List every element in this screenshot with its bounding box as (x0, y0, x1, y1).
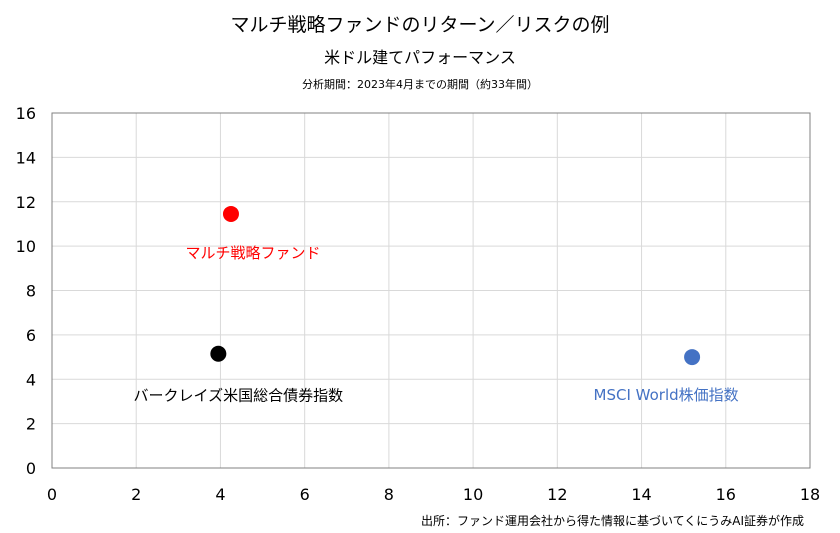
x-tick-label: 10 (463, 485, 483, 504)
x-tick-label: 18 (800, 485, 820, 504)
y-tick-label: 6 (26, 326, 36, 345)
point-label: MSCI World株価指数 (594, 386, 739, 404)
y-tick-label: 8 (26, 282, 36, 301)
grid-layer (51, 112, 811, 469)
analysis-period-note: 分析期間：2023年4月までの期間（約33年間） (302, 78, 538, 91)
x-tick-label: 8 (384, 485, 394, 504)
x-tick-label: 14 (631, 485, 651, 504)
data-points (210, 205, 701, 366)
x-tick-label: 2 (131, 485, 141, 504)
x-axis-ticks: 0 2 4 6 8 10 12 14 16 18 (47, 485, 820, 504)
x-tick-label: 16 (716, 485, 736, 504)
plot-area-frame (51, 112, 811, 469)
y-tick-label: 0 (26, 459, 36, 478)
data-point (210, 345, 227, 362)
x-tick-label: 4 (215, 485, 225, 504)
data-point (684, 349, 701, 366)
chart-title: マルチ戦略ファンドのリターン／リスクの例 (230, 14, 610, 36)
x-tick-label: 6 (300, 485, 310, 504)
y-tick-label: 2 (26, 415, 36, 434)
point-label: マルチ戦略ファンド (185, 244, 320, 262)
y-tick-label: 16 (16, 104, 36, 123)
data-point (222, 205, 239, 222)
y-axis-ticks: 0 2 4 6 8 10 12 14 16 (16, 104, 36, 478)
y-tick-label: 4 (26, 370, 36, 389)
x-tick-label: 12 (547, 485, 567, 504)
point-label: バークレイズ米国総合債券指数 (134, 387, 344, 405)
x-tick-label: 0 (47, 485, 57, 504)
y-tick-label: 12 (16, 193, 36, 212)
y-tick-label: 14 (16, 148, 36, 167)
source-note: 出所：ファンド運用会社から得た情報に基づいてくにうみAI証券が作成 (420, 514, 804, 528)
chart-subtitle: 米ドル建てパフォーマンス (324, 48, 516, 67)
y-tick-label: 10 (16, 237, 36, 256)
